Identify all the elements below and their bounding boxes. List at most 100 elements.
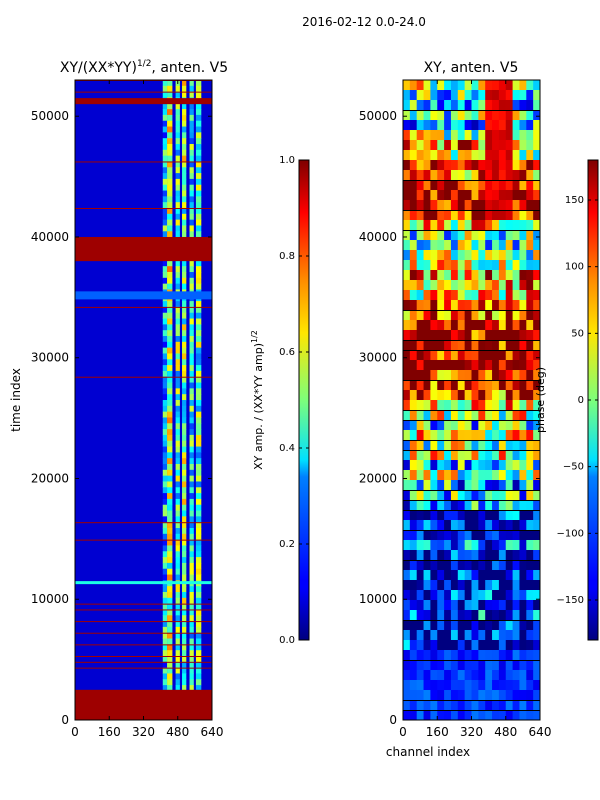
right-heatmap-cell xyxy=(403,500,411,511)
left-heatmap-cell xyxy=(167,161,173,168)
right-heatmap-cell xyxy=(464,270,472,281)
right-heatmap-cell xyxy=(450,700,459,711)
right-heatmap-cell xyxy=(430,460,438,471)
right-heatmap-cell xyxy=(403,360,411,371)
right-heatmap-cell xyxy=(457,330,466,341)
left-heatmap-cell xyxy=(195,603,202,610)
right-heatmap-cell xyxy=(464,240,472,251)
right-heatmap-cell xyxy=(471,460,479,471)
right-heatmap-cell xyxy=(444,700,452,711)
left-heatmap-cell xyxy=(175,539,180,546)
right-heatmap-cell xyxy=(526,690,534,701)
left-heatmap-cell xyxy=(167,219,173,226)
left-heatmap-cell xyxy=(162,318,168,325)
right-heatmap-cell xyxy=(409,240,418,251)
right-heatmap-cell xyxy=(533,340,540,351)
left-heatmap-cell xyxy=(195,80,202,87)
left-heatmap-cell xyxy=(189,446,194,453)
left-heatmap-red-line xyxy=(75,522,212,524)
right-heatmap-cell xyxy=(437,480,445,491)
right-heatmap-cell xyxy=(505,200,514,211)
right-heatmap-cell xyxy=(457,360,466,371)
left-heatmap-cell xyxy=(175,149,180,157)
right-heatmap-cell xyxy=(416,90,425,101)
right-heatmap-cell xyxy=(526,180,534,191)
left-heatmap-cell xyxy=(189,638,194,645)
right-heatmap-cell xyxy=(519,570,527,581)
right-heatmap-cell xyxy=(464,350,472,361)
right-heatmap-cell xyxy=(478,560,486,571)
right-heatmap-cell xyxy=(485,300,493,311)
right-heatmap-cell xyxy=(526,420,534,431)
right-heatmap-cell xyxy=(533,510,540,521)
right-heatmap-cell xyxy=(457,600,466,611)
right-heatmap-cell xyxy=(457,270,466,281)
right-chart-title: XY, anten. V5 xyxy=(424,60,519,76)
right-heatmap-cell xyxy=(444,80,452,91)
right-heatmap-cell xyxy=(409,150,418,161)
left-heatmap-cell xyxy=(195,562,202,570)
right-heatmap-cell xyxy=(492,340,500,351)
right-heatmap-cell xyxy=(471,500,479,511)
left-heatmap-cell xyxy=(167,487,173,494)
right-heatmap-cell xyxy=(519,660,527,671)
right-heatmap-cell xyxy=(526,590,534,601)
right-heatmap-cell xyxy=(526,370,534,381)
right-heatmap-cell xyxy=(492,220,500,231)
right-heatmap-cell xyxy=(403,320,411,331)
right-heatmap-cell xyxy=(464,600,472,611)
right-heatmap-cell xyxy=(498,570,507,581)
right-heatmap-cell xyxy=(519,670,527,681)
left-heatmap-cell xyxy=(195,382,202,389)
left-heatmap-cell xyxy=(189,423,194,430)
right-heatmap-cell xyxy=(437,220,445,231)
left-heatmap-cell xyxy=(175,347,180,354)
right-heatmap-cell xyxy=(450,350,459,361)
left-heatmap-cell xyxy=(167,103,173,110)
right-heatmap-cell xyxy=(533,110,540,121)
left-heatmap-cell xyxy=(195,266,202,273)
left-heatmap-cell xyxy=(162,208,168,215)
right-heatmap-cell xyxy=(533,300,540,311)
right-heatmap-cell xyxy=(471,600,479,611)
right-heatmap-cell xyxy=(430,330,438,341)
left-heatmap-cell xyxy=(195,301,202,308)
right-heatmap-cell xyxy=(519,400,527,411)
right-heatmap-cell xyxy=(403,590,411,601)
left-heatmap-cell xyxy=(195,481,202,488)
left-heatmap-cell xyxy=(175,231,180,238)
left-heatmap-cell xyxy=(175,597,180,605)
left-heatmap-cell xyxy=(182,661,187,669)
right-heatmap-cell xyxy=(437,620,445,631)
left-heatmap-cell xyxy=(195,411,202,418)
right-heatmap-cell xyxy=(450,640,459,651)
left-heatmap-cell xyxy=(195,114,202,122)
right-heatmap-cell xyxy=(533,520,540,531)
right-heatmap-cell xyxy=(505,540,514,551)
right-heatmap-cell xyxy=(437,270,445,281)
left-heatmap-cell xyxy=(182,440,187,448)
right-heatmap-cell xyxy=(403,370,411,381)
right-heatmap-cell xyxy=(457,190,466,201)
left-heatmap-cell xyxy=(189,312,194,320)
right-heatmap-cell xyxy=(409,700,418,711)
left-heatmap-cell xyxy=(195,202,202,209)
left-heatmap-cell xyxy=(195,632,202,640)
right-heatmap-black-line xyxy=(403,560,540,561)
right-heatmap-cell xyxy=(457,650,466,661)
right-heatmap-cell xyxy=(533,450,540,461)
right-heatmap-cell xyxy=(512,320,520,331)
left-heatmap-cell xyxy=(175,423,180,430)
right-heatmap-cell xyxy=(471,110,479,121)
left-heatmap-cell xyxy=(175,650,180,657)
right-heatmap-cell xyxy=(437,400,445,411)
right-heatmap-cell xyxy=(498,200,507,211)
right-heatmap-cell xyxy=(478,450,486,461)
left-heatmap-cell xyxy=(182,225,187,232)
right-heatmap-cell xyxy=(409,370,418,381)
left-heatmap-cell xyxy=(167,359,173,366)
right-cbar-tick-label-2: 50 xyxy=(571,328,584,339)
left-heatmap-cell xyxy=(195,144,202,151)
left-heatmap-cell xyxy=(195,178,202,186)
left-heatmap-cell xyxy=(162,458,168,465)
